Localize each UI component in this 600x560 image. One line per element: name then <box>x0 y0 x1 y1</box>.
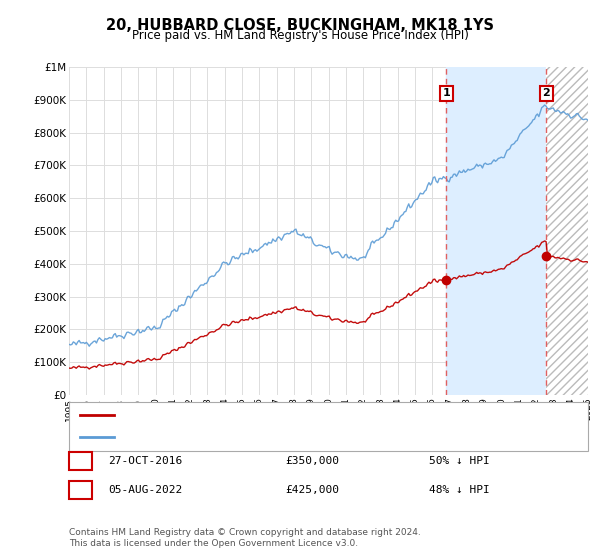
Text: Contains HM Land Registry data © Crown copyright and database right 2024.
This d: Contains HM Land Registry data © Crown c… <box>69 528 421 548</box>
Text: £350,000: £350,000 <box>285 456 339 466</box>
Text: 05-AUG-2022: 05-AUG-2022 <box>108 485 182 495</box>
Text: 2: 2 <box>542 88 550 99</box>
Text: £425,000: £425,000 <box>285 485 339 495</box>
Text: 1: 1 <box>77 456 84 466</box>
Text: 20, HUBBARD CLOSE, BUCKINGHAM, MK18 1YS (detached house): 20, HUBBARD CLOSE, BUCKINGHAM, MK18 1YS … <box>120 410 446 421</box>
Bar <box>547 67 588 395</box>
Text: 1: 1 <box>443 88 451 99</box>
Text: HPI: Average price, detached house, Buckinghamshire: HPI: Average price, detached house, Buck… <box>120 432 391 442</box>
Text: 20, HUBBARD CLOSE, BUCKINGHAM, MK18 1YS: 20, HUBBARD CLOSE, BUCKINGHAM, MK18 1YS <box>106 18 494 33</box>
Bar <box>547 67 588 395</box>
Text: 50% ↓ HPI: 50% ↓ HPI <box>429 456 490 466</box>
Text: Price paid vs. HM Land Registry's House Price Index (HPI): Price paid vs. HM Land Registry's House … <box>131 29 469 42</box>
Text: 27-OCT-2016: 27-OCT-2016 <box>108 456 182 466</box>
Text: 2: 2 <box>77 485 84 495</box>
Text: 48% ↓ HPI: 48% ↓ HPI <box>429 485 490 495</box>
Bar <box>446 67 547 395</box>
